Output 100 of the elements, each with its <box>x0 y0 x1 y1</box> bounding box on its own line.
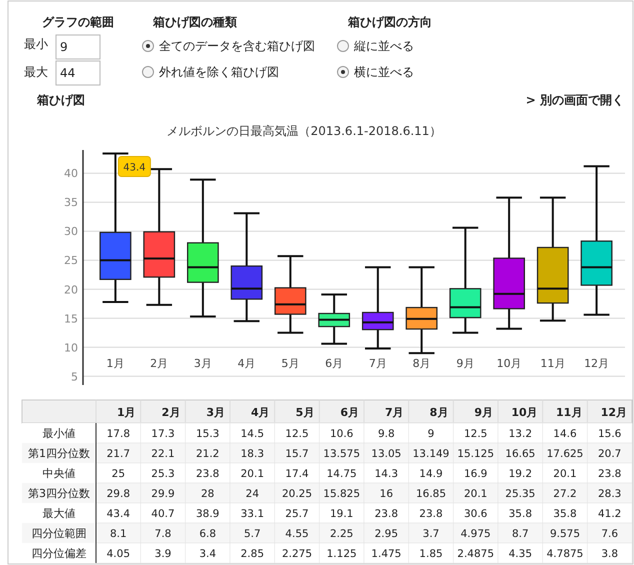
y-tick-label: 最大値 <box>42 507 76 520</box>
text: 外れ値を除く箱ひげ図 <box>159 65 279 79</box>
data-label: 7.8 <box>154 528 172 540</box>
data-label: 2.275 <box>282 548 312 560</box>
text: 箱ひげ図の種類 <box>152 15 237 29</box>
data-label: 25.7 <box>285 508 309 520</box>
data-label: 27.2 <box>553 488 577 500</box>
data-label: 16.65 <box>505 448 536 460</box>
data-label: 21.7 <box>106 448 130 460</box>
data-label: 13.05 <box>371 448 402 460</box>
data-label: 22.1 <box>151 448 175 460</box>
data-label: 30.6 <box>464 508 488 520</box>
x-tick-label: 6月 <box>325 357 344 370</box>
y-tick-label: 最小値 <box>42 427 76 440</box>
data-label: 5.7 <box>244 528 261 540</box>
data-label: 14.75 <box>326 468 357 480</box>
y-tick-label: 20 <box>64 283 78 296</box>
text: 箱ひげ図の方向 <box>347 15 432 29</box>
x-tick-label: 8月 <box>430 406 448 419</box>
data-label: 7.6 <box>601 528 618 540</box>
data-label: 23.8 <box>374 508 398 520</box>
data-label: 35.8 <box>553 508 577 520</box>
data-label: 15.7 <box>285 448 309 460</box>
data-label: 20.25 <box>282 488 312 500</box>
data-label: 38.9 <box>196 508 220 520</box>
x-tick-label: 3月 <box>206 406 225 419</box>
data-label: 9.8 <box>378 428 395 440</box>
data-label: 23.8 <box>598 468 622 480</box>
data-label: 8.7 <box>512 528 529 540</box>
x-tick-label: 4月 <box>251 406 270 419</box>
x-tick-label: 11月 <box>556 406 582 419</box>
data-label: 9.575 <box>550 528 580 540</box>
y-tick-label: 15 <box>64 312 78 326</box>
x-tick-label: 5月 <box>296 406 314 419</box>
data-label: 20.1 <box>464 488 488 500</box>
data-label: 18.3 <box>240 448 264 460</box>
y-tick-label: 中央値 <box>42 467 76 480</box>
data-label: 16.9 <box>464 468 488 480</box>
data-label: 13.2 <box>508 428 532 440</box>
data-label: 12.5 <box>285 428 309 440</box>
y-tick-label: 四分位範囲 <box>32 527 86 540</box>
data-label: 15.6 <box>598 428 622 440</box>
data-label: 14.6 <box>553 428 578 440</box>
data-label: 25 <box>112 468 126 480</box>
data-label: 19.1 <box>330 508 354 520</box>
text: 最小 <box>24 37 48 51</box>
data-label: 2.95 <box>374 528 398 540</box>
y-tick-label: 40 <box>64 167 78 180</box>
data-label: 17.8 <box>106 428 130 440</box>
data-label: 3.4 <box>199 548 216 560</box>
x-tick-label: 2月 <box>150 357 168 370</box>
data-label: 2.25 <box>330 528 354 540</box>
data-label: 9 <box>428 428 434 440</box>
x-tick-label: 10月 <box>496 357 522 370</box>
data-label: 1.125 <box>326 548 357 560</box>
y-tick-label: 5 <box>71 370 78 384</box>
data-label: 14.3 <box>374 468 398 480</box>
data-label: 16.85 <box>416 488 446 500</box>
text: 縦に並べる <box>353 39 414 53</box>
x-tick-label: 3月 <box>194 357 212 370</box>
x-tick-label: 1月 <box>117 406 136 419</box>
data-label: 15.3 <box>196 428 220 440</box>
text: 44 <box>60 66 76 80</box>
y-tick-label: 30 <box>64 225 78 238</box>
data-label: 12.5 <box>464 428 488 440</box>
data-label: 2.85 <box>240 548 264 560</box>
data-label: 16 <box>380 488 394 500</box>
data-label: 25.35 <box>505 488 536 500</box>
x-tick-label: 9月 <box>474 406 493 419</box>
data-label: 23.8 <box>419 508 443 520</box>
x-tick-label: 11月 <box>540 357 566 370</box>
data-label: 41.2 <box>598 508 622 520</box>
text: グラフの範囲 <box>42 15 114 29</box>
data-label: 13.575 <box>323 448 360 460</box>
data-label: 21.2 <box>196 448 220 460</box>
text: 箱ひげ図 <box>36 93 85 107</box>
data-label: 20.1 <box>240 468 264 480</box>
data-label: 17.625 <box>546 448 584 460</box>
data-label: 23.8 <box>196 468 220 480</box>
data-label: 4.35 <box>508 548 532 560</box>
x-tick-label: 6月 <box>340 406 359 419</box>
data-label: 24 <box>246 488 260 500</box>
x-tick-label: 12月 <box>600 406 627 419</box>
y-tick-label: 10 <box>64 341 78 354</box>
text: 最大 <box>24 65 48 79</box>
data-label: 2.4875 <box>457 548 494 560</box>
data-label: 29.8 <box>106 488 130 500</box>
data-label: 6.8 <box>199 528 216 540</box>
data-label: 17.3 <box>151 428 175 440</box>
data-label: 33.1 <box>240 508 264 520</box>
data-label: 14.5 <box>240 428 264 440</box>
x-tick-label: 4月 <box>238 357 256 370</box>
data-label: 8.1 <box>110 528 127 540</box>
x-tick-label: 7月 <box>368 357 387 370</box>
y-tick-label: 35 <box>64 196 78 210</box>
text: 全てのデータを含む箱ひげ図 <box>159 39 315 53</box>
x-tick-label: 10月 <box>511 406 538 419</box>
x-tick-label: 2月 <box>162 406 180 419</box>
data-label: 14.9 <box>419 468 443 480</box>
x-tick-label: 9月 <box>456 357 474 370</box>
